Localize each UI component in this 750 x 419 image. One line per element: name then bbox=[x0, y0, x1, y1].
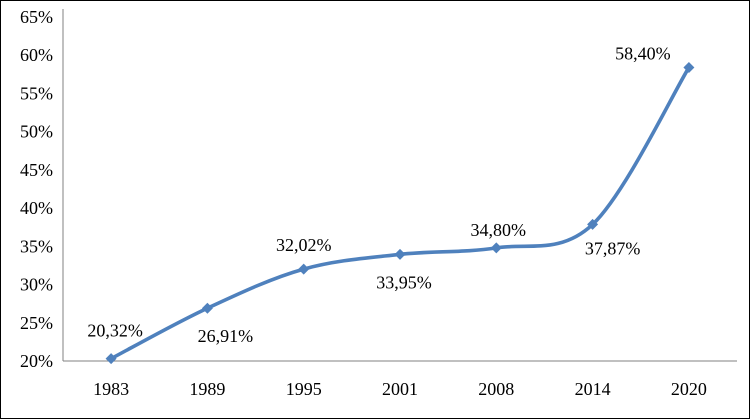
series-markers bbox=[105, 62, 695, 365]
diamond-marker bbox=[298, 263, 310, 275]
diamond-marker bbox=[394, 248, 406, 260]
diamond-marker bbox=[587, 218, 599, 230]
x-tick-label: 2020 bbox=[671, 379, 707, 399]
y-tick-label: 20% bbox=[20, 351, 53, 371]
point-value-label: 26,91% bbox=[198, 326, 254, 346]
y-tick-label: 45% bbox=[20, 160, 53, 180]
x-tick-label: 1989 bbox=[189, 379, 225, 399]
y-tick-label: 40% bbox=[20, 198, 53, 218]
y-tick-label: 50% bbox=[20, 122, 53, 142]
series-line bbox=[109, 65, 691, 361]
y-tick-label: 65% bbox=[20, 7, 53, 27]
diamond-marker bbox=[683, 62, 695, 73]
y-tick-label: 25% bbox=[20, 313, 53, 333]
x-tick-label: 2014 bbox=[575, 379, 611, 399]
y-tick-label: 55% bbox=[20, 83, 53, 103]
point-value-label: 33,95% bbox=[376, 272, 432, 292]
axes bbox=[62, 9, 737, 362]
diamond-marker bbox=[490, 242, 502, 254]
point-value-label: 32,02% bbox=[276, 235, 332, 255]
y-tick-label: 30% bbox=[20, 275, 53, 295]
diamond-marker bbox=[201, 302, 213, 314]
data-labels: 20,32% 26,91% 32,02% 33,95% 34,80% 37,87% 58,4… bbox=[87, 44, 670, 347]
diamond-marker bbox=[105, 353, 117, 365]
y-tick-label: 60% bbox=[20, 45, 53, 65]
point-value-label: 34,80% bbox=[471, 220, 527, 240]
point-value-label: 58,40% bbox=[615, 44, 671, 64]
x-tick-label: 2008 bbox=[478, 379, 514, 399]
x-tick-label: 1995 bbox=[286, 379, 322, 399]
point-value-label: 37,87% bbox=[585, 238, 641, 258]
x-axis-labels: 1983 1989 1995 2001 2008 2014 2020 bbox=[93, 379, 707, 399]
y-axis-labels: 20% 25% 30% 35% 40% 45% 50% 55% 60% 65% bbox=[20, 7, 53, 371]
x-tick-label: 1983 bbox=[93, 379, 129, 399]
point-value-label: 20,32% bbox=[87, 321, 143, 341]
x-tick-label: 2001 bbox=[382, 379, 418, 399]
y-tick-label: 35% bbox=[20, 236, 53, 256]
